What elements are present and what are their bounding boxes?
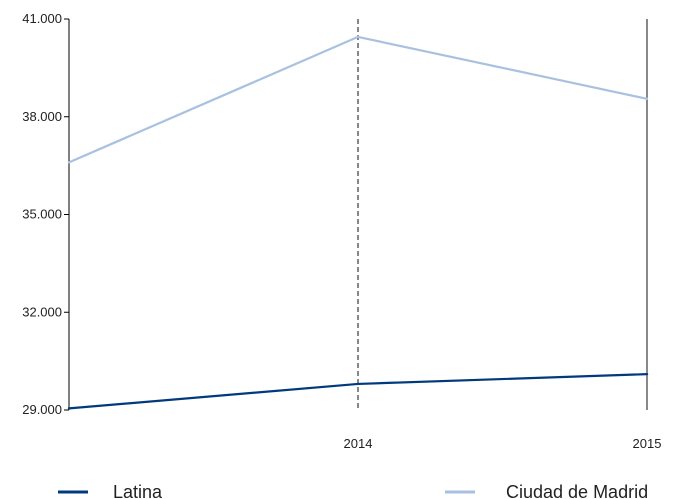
- data-point: [645, 372, 649, 376]
- y-tick-label: 29.000: [22, 402, 62, 417]
- data-point: [67, 407, 71, 410]
- series-lines: [67, 35, 649, 410]
- y-tick-label: 32.000: [22, 304, 62, 319]
- x-tick-label: 2014: [344, 436, 373, 451]
- x-tick-label: 2015: [633, 436, 662, 451]
- legend-label: Ciudad de Madrid: [506, 482, 648, 499]
- legend-label: Latina: [113, 482, 163, 499]
- vertical-gridlines: [357, 19, 648, 410]
- data-point: [645, 97, 649, 101]
- y-tick-label: 35.000: [22, 207, 62, 222]
- data-point: [356, 382, 360, 386]
- y-tick-label: 41.000: [22, 11, 62, 26]
- data-point: [67, 161, 71, 164]
- data-point: [356, 35, 360, 39]
- tick-labels: 41.000 38.000 35.000 32.000 29.000 2014 2015: [22, 11, 661, 451]
- y-tick-label: 38.000: [22, 109, 62, 124]
- legend: Latina Ciudad de Madrid: [58, 482, 648, 499]
